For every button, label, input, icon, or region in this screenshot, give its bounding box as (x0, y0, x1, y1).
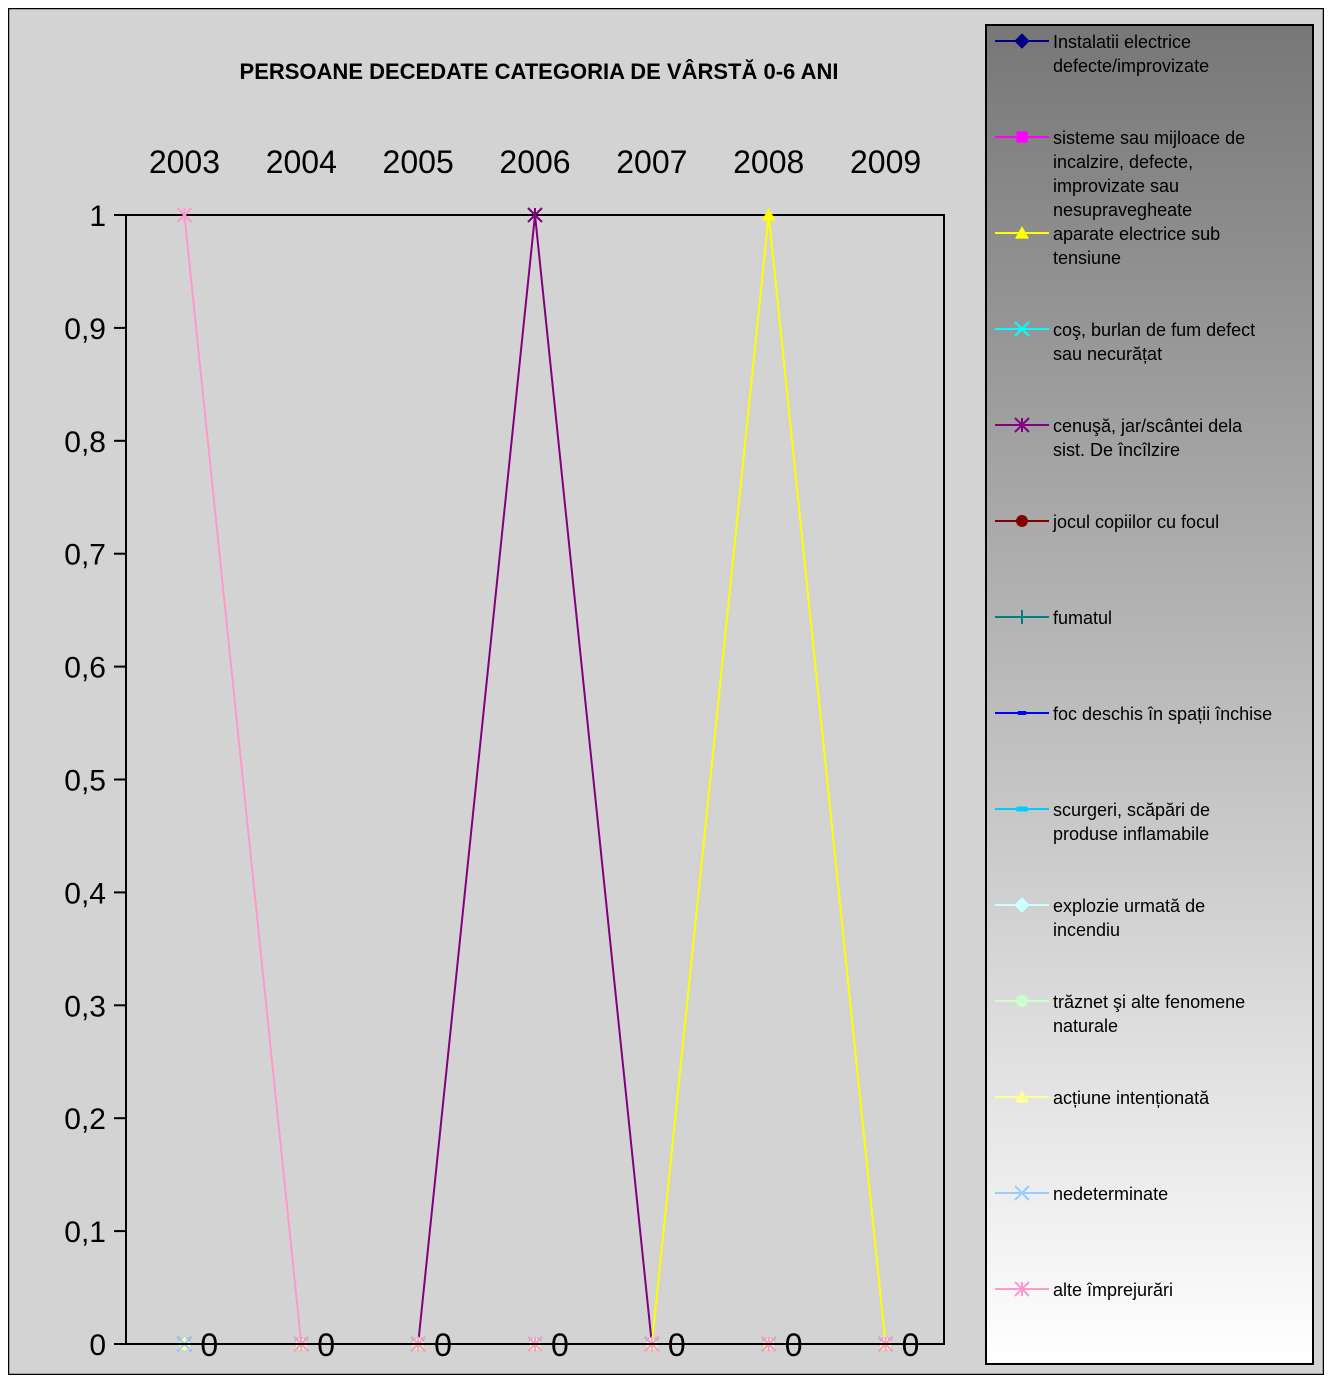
legend-label: Instalatii electrice (1053, 32, 1191, 52)
legend-label: sist. De încîlzire (1053, 440, 1180, 460)
legend: Instalatii electrice defecte/improvizate s… (985, 24, 1314, 1365)
x-tick-label: 2008 (733, 144, 804, 180)
legend-label: nesupravegheate (1053, 200, 1192, 220)
y-tick-label: 0,3 (64, 990, 106, 1023)
legend-entry: aparate electrice sub tensiune (995, 224, 1220, 268)
x-tick-label: 2007 (616, 144, 687, 180)
legend-label: acțiune intenționată (1053, 1088, 1210, 1108)
legend-label: produse inflamabile (1053, 824, 1209, 844)
legend-marker (1014, 1185, 1030, 1201)
legend-label: sau necurățat (1053, 344, 1162, 364)
data-label: 0 (902, 1327, 920, 1363)
y-tick-label: 1 (89, 200, 106, 233)
chart-title: PERSOANE DECEDATE CATEGORIA DE VÂRSTĂ 0-… (240, 59, 839, 84)
legend-marker (1015, 610, 1029, 624)
legend-box (985, 24, 1314, 1365)
y-tick-label: 0,4 (64, 877, 106, 910)
legend-marker (1014, 417, 1030, 433)
plot-area: 0 0,1 0,2 0,3 0,4 0,5 0,6 0,7 0,8 0,9 1 2003 2004 200… (64, 144, 945, 1363)
legend-entry: foc deschis în spații închise (995, 704, 1272, 724)
x-tick-label: 2005 (383, 144, 454, 180)
data-point (527, 207, 543, 223)
y-tick-label: 0,5 (64, 765, 106, 798)
legend-entry: acțiune intenționată (995, 1088, 1210, 1108)
legend-marker (1014, 1281, 1030, 1297)
plot-frame (125, 214, 945, 1345)
legend-marker (1014, 897, 1030, 913)
legend-label: nedeterminate (1053, 1184, 1168, 1204)
legend-label: scurgeri, scăpări de (1053, 800, 1210, 820)
legend-label: improvizate sau (1053, 176, 1179, 196)
legend-marker (1014, 33, 1030, 49)
data-label: 0 (434, 1327, 452, 1363)
legend-marker (1014, 321, 1030, 337)
data-label: 0 (200, 1327, 218, 1363)
x-tick-label: 2006 (499, 144, 570, 180)
legend-marker (1015, 1090, 1029, 1103)
chart-frame: PERSOANE DECEDATE CATEGORIA DE VÂRSTĂ 0-… (8, 8, 1324, 1375)
legend-marker (1017, 711, 1027, 715)
data-label: 0 (668, 1327, 686, 1363)
legend-label: incendiu (1053, 920, 1120, 940)
legend-marker (1016, 515, 1028, 527)
data-point (761, 208, 776, 221)
data-label: 0 (551, 1327, 569, 1363)
legend-label: cenuşă, jar/scântei dela (1053, 416, 1243, 436)
legend-entry: explozie urmată de incendiu (995, 896, 1205, 940)
y-tick-label: 0,2 (64, 1103, 106, 1136)
legend-label: naturale (1053, 1016, 1118, 1036)
y-tick-label: 0,1 (64, 1216, 106, 1249)
x-tick-label: 2009 (850, 144, 921, 180)
data-label: 0 (317, 1327, 335, 1363)
x-tick-label: 2003 (149, 144, 220, 180)
legend-label: sisteme sau mijloace de (1053, 128, 1245, 148)
legend-entry: sisteme sau mijloace de incalzire, defect… (995, 128, 1245, 220)
legend-label: tensiune (1053, 248, 1121, 268)
legend-entry: scurgeri, scăpări de produse inflamabile (995, 800, 1210, 844)
legend-entry: nedeterminate (995, 1184, 1168, 1204)
legend-entry: fumatul (995, 608, 1112, 628)
legend-entry: trăznet şi alte fenomene naturale (995, 992, 1245, 1036)
data-label: 0 (785, 1327, 803, 1363)
legend-marker (1016, 131, 1028, 143)
line-chart: PERSOANE DECEDATE CATEGORIA DE VÂRSTĂ 0-… (8, 8, 1324, 1375)
legend-label: jocul copiilor cu focul (1052, 512, 1219, 532)
legend-entry: alte împrejurări (995, 1280, 1173, 1300)
legend-marker (1015, 226, 1029, 239)
legend-label: defecte/improvizate (1053, 56, 1209, 76)
legend-label: incalzire, defecte, (1053, 152, 1193, 172)
y-tick-label: 0 (89, 1329, 106, 1362)
legend-entry: coş, burlan de fum defect sau necurățat (995, 320, 1255, 364)
legend-entry: cenuşă, jar/scântei dela sist. De încîlzi… (995, 416, 1243, 460)
legend-label: trăznet şi alte fenomene (1053, 992, 1245, 1012)
legend-label: explozie urmată de (1053, 896, 1205, 916)
legend-label: coş, burlan de fum defect (1053, 320, 1255, 340)
y-tick-label: 0,6 (64, 652, 106, 685)
legend-marker (1016, 806, 1028, 812)
legend-entry: jocul copiilor cu focul (995, 512, 1219, 532)
y-tick-label: 0,9 (64, 313, 106, 346)
legend-marker (1016, 995, 1028, 1007)
legend-label: aparate electrice sub (1053, 224, 1220, 244)
legend-label: fumatul (1053, 608, 1112, 628)
y-tick-label: 0,7 (64, 539, 106, 572)
legend-label: alte împrejurări (1053, 1280, 1173, 1300)
data-point (176, 207, 193, 223)
legend-label: foc deschis în spații închise (1053, 704, 1272, 724)
x-tick-label: 2004 (266, 144, 337, 180)
legend-entry: Instalatii electrice defecte/improvizate (995, 32, 1209, 76)
y-tick-label: 0,8 (64, 426, 106, 459)
